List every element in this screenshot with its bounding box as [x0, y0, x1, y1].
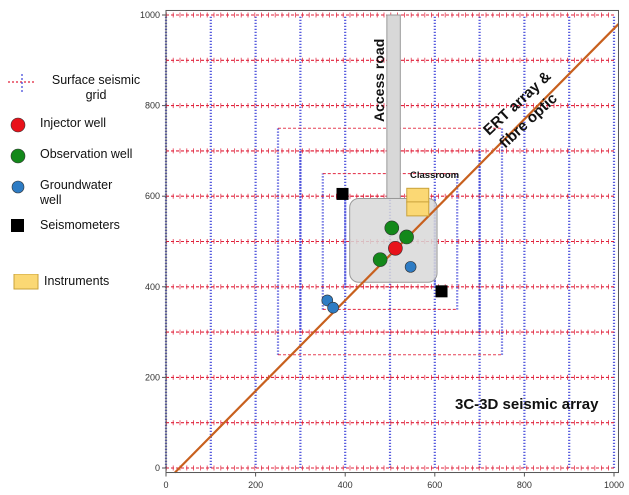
seismometer-marker [435, 285, 448, 298]
legend-label-instruments: Instruments [44, 274, 110, 288]
observation-well-icon [4, 147, 40, 169]
y-tick-label: 200 [145, 372, 160, 382]
seismometer-icon [4, 218, 40, 240]
legend-label-injector-well: Injector well [40, 116, 106, 130]
classroom-label: Classroom [410, 170, 459, 181]
site-markers [321, 187, 448, 314]
y-tick-label: 800 [145, 101, 160, 111]
y-tick-label: 600 [145, 191, 160, 201]
legend-label-observation-well: Observation well [40, 147, 133, 161]
legend-item-instruments: Instruments [4, 273, 110, 296]
groundwater-well-marker [327, 301, 339, 314]
legend-label-groundwater-well: Groundwater well [40, 178, 113, 207]
axes: 0 200 400 600 800 1000 0 200 400 600 800 1000 [140, 9, 624, 490]
x-tick-label: 600 [427, 480, 442, 490]
observation-well-marker [384, 220, 400, 236]
legend-item-groundwater-well: Groundwater well [4, 178, 113, 208]
access-road [386, 14, 401, 199]
seismometer-marker [336, 187, 349, 200]
y-tick-label: 400 [145, 282, 160, 292]
x-tick-label: 0 [163, 480, 168, 490]
observation-well-marker [372, 252, 388, 267]
x-tick-label: 200 [248, 480, 263, 490]
plot-frame [165, 9, 619, 474]
instrument-box [406, 201, 430, 217]
injector-well-marker [388, 240, 403, 256]
legend-item-injector-well: Injector well [4, 116, 106, 138]
legend-item-seismic-grid: Surface seismic grid [4, 73, 152, 103]
x-tick-label: 400 [338, 480, 353, 490]
x-tick-label: 800 [517, 480, 532, 490]
seismic-array-label: 3C-3D seismic array [455, 396, 599, 413]
groundwater-well-marker [404, 261, 417, 273]
instrument-box [406, 187, 430, 203]
access-road-label: Access road [371, 39, 387, 122]
y-tick-label: 0 [155, 463, 160, 473]
instruments-icon [4, 273, 44, 296]
legend-item-observation-well: Observation well [4, 147, 132, 169]
legend-label-seismometers: Seismometers [40, 218, 120, 232]
injector-well-icon [4, 116, 40, 138]
observation-well-marker [399, 229, 414, 245]
seismic-grid-symbol-icon [4, 73, 40, 95]
legend: Surface seismic grid Injector well Obser… [0, 0, 165, 495]
groundwater-well-icon [4, 178, 40, 200]
legend-item-seismometers: Seismometers [4, 218, 120, 240]
legend-label-seismic-grid: Surface seismic grid [51, 73, 141, 102]
x-tick-label: 1000 [604, 480, 624, 490]
y-tick-label: 1000 [140, 10, 160, 20]
